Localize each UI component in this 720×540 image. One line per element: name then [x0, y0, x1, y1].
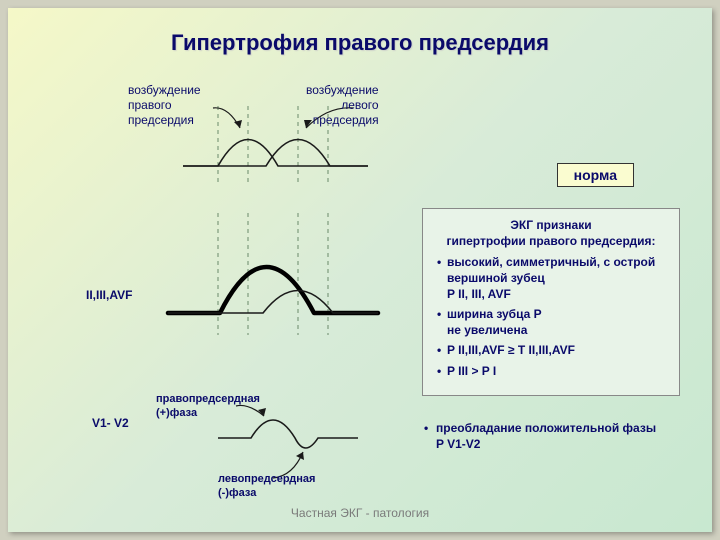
footer-text: Частная ЭКГ - патология [8, 506, 712, 520]
label-limb-leads: II,III,AVF [86, 288, 132, 303]
label-excitation-right: возбуждение правого предсердия [128, 83, 201, 128]
sign-item: P II,III,AVF ≥ T II,III,AVF [437, 343, 669, 359]
signs-header: ЭКГ признаки гипертрофии правого предсер… [433, 217, 669, 249]
slide-background: Гипертрофия правого предсердия возбужден… [8, 8, 712, 532]
extra-sign: преобладание положительной фазы P V1-V2 [424, 420, 664, 452]
signs-list: высокий, симметричный, с острой вершиной… [433, 255, 669, 379]
label-phase-negative: левопредсердная (-)фаза [218, 473, 315, 501]
slide-title: Гипертрофия правого предсердия [8, 8, 712, 56]
sign-item: ширина зубца P не увеличена [437, 307, 669, 338]
label-phase-positive: правопредсердная (+)фаза [156, 393, 260, 421]
label-v-leads: V1- V2 [92, 416, 129, 431]
ecg-signs-box: ЭКГ признаки гипертрофии правого предсер… [422, 208, 680, 396]
sign-item: P III > P I [437, 364, 669, 380]
hypertrophy-wave-diagram [148, 213, 398, 338]
norm-box: норма [557, 163, 634, 187]
label-excitation-left: возбуждение левого предсердия [306, 83, 379, 128]
sign-item: высокий, симметричный, с острой вершиной… [437, 255, 669, 302]
